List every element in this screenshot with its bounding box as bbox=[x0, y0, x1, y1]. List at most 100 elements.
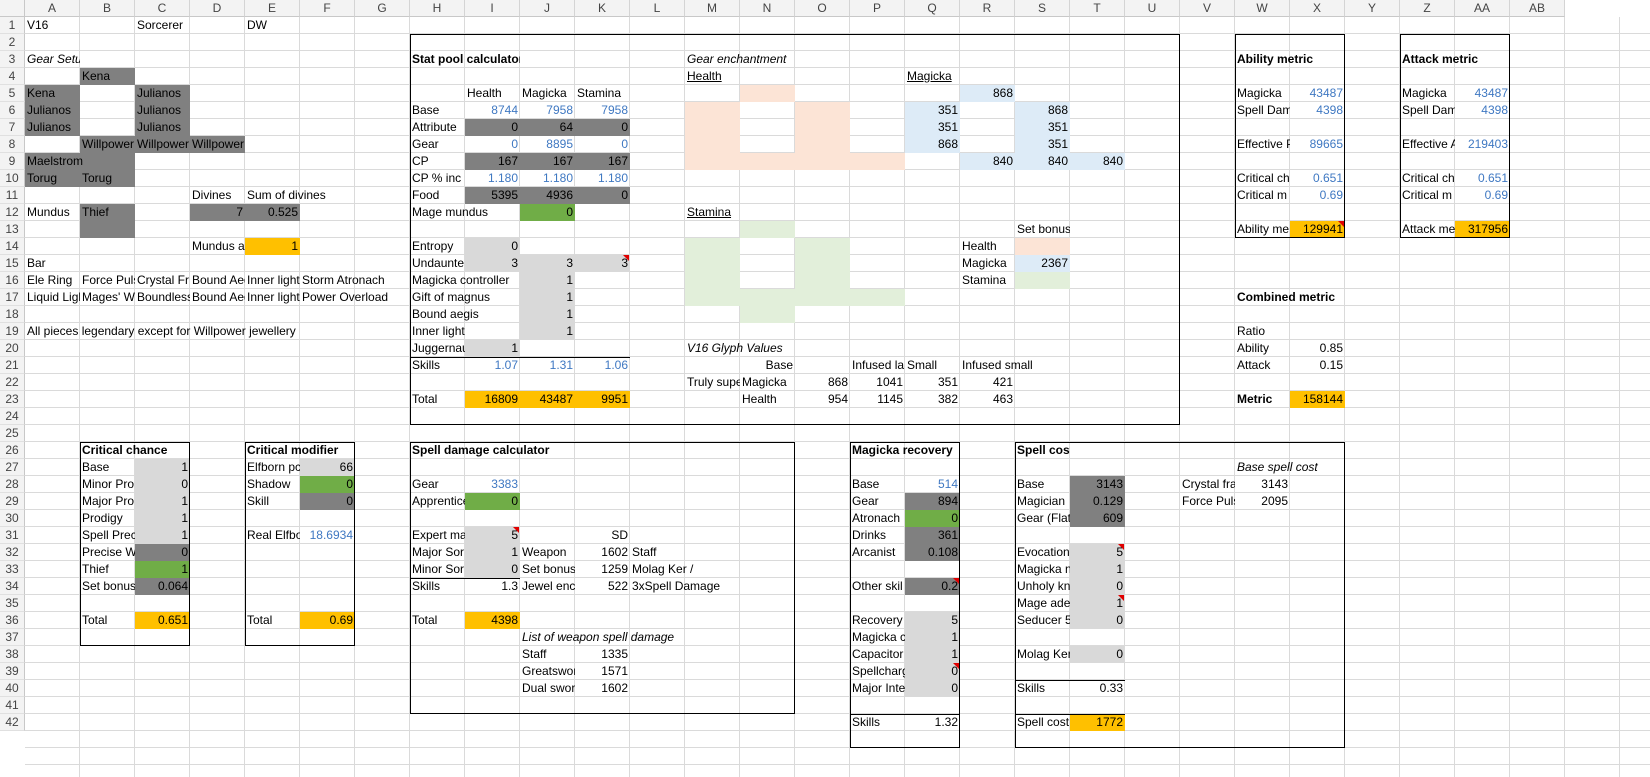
cell-c27[interactable]: 1 bbox=[181, 460, 188, 474]
cell-j12[interactable]: 0 bbox=[566, 205, 573, 219]
cell-b26[interactable]: Critical chance bbox=[82, 443, 168, 457]
cell-f17[interactable]: Power Overload bbox=[302, 290, 389, 304]
cell-l32[interactable]: Staff bbox=[632, 545, 657, 559]
cell-n21[interactable]: Base bbox=[765, 358, 793, 372]
cell-e16[interactable]: Inner light bbox=[247, 273, 300, 287]
row-header-26[interactable]: 26 bbox=[0, 442, 25, 459]
cell-c5[interactable]: Julianos bbox=[137, 86, 182, 100]
cell-p34[interactable]: Other skil bbox=[852, 579, 903, 593]
cell-s15[interactable]: 2367 bbox=[1041, 256, 1068, 270]
row-header-35[interactable]: 35 bbox=[0, 595, 25, 612]
column-header-b[interactable]: B bbox=[80, 0, 135, 17]
column-header-c[interactable]: C bbox=[135, 0, 190, 17]
cell-q22[interactable]: 351 bbox=[937, 375, 958, 389]
cell-a19[interactable]: All pieces legendary except for Willpowe… bbox=[27, 324, 296, 338]
cell-t34[interactable]: 0 bbox=[1116, 579, 1123, 593]
cell-a1[interactable]: V16 bbox=[27, 18, 49, 32]
cell-t42[interactable]: 1772 bbox=[1096, 715, 1123, 729]
cell-q36[interactable]: 5 bbox=[951, 613, 958, 627]
cell-f27[interactable]: 66 bbox=[339, 460, 353, 474]
column-header-e[interactable]: E bbox=[245, 0, 300, 17]
row-header-34[interactable]: 34 bbox=[0, 578, 25, 595]
cell-q23[interactable]: 382 bbox=[937, 392, 958, 406]
cell-z5[interactable]: Magicka bbox=[1402, 86, 1447, 100]
cell-q39[interactable]: 0 bbox=[951, 664, 958, 678]
cell-e17[interactable]: Inner light bbox=[247, 290, 300, 304]
cell-i9[interactable]: 167 bbox=[497, 154, 518, 168]
row-header-38[interactable]: 38 bbox=[0, 646, 25, 663]
cell-a17[interactable]: Liquid Ligh bbox=[27, 290, 80, 304]
cell-w21[interactable]: Attack bbox=[1237, 358, 1271, 372]
cell-t40[interactable]: 0.33 bbox=[1099, 681, 1123, 695]
cell-d14[interactable]: Mundus a bbox=[192, 239, 245, 253]
cell-d11[interactable]: Divines bbox=[192, 188, 232, 202]
cell-p21[interactable]: Infused la bbox=[852, 358, 905, 372]
cell-c32[interactable]: 0 bbox=[181, 545, 188, 559]
cell-e1[interactable]: DW bbox=[247, 18, 267, 32]
cell-e26[interactable]: Critical modifier bbox=[247, 443, 339, 457]
cell-c1[interactable]: Sorcerer bbox=[137, 18, 184, 32]
row-header-23[interactable]: 23 bbox=[0, 391, 25, 408]
cell-r14[interactable]: Health bbox=[962, 239, 997, 253]
cell-h23[interactable]: Total bbox=[412, 392, 438, 406]
cell-k33[interactable]: 1259 bbox=[601, 562, 628, 576]
cell-x8[interactable]: 89665 bbox=[1309, 137, 1343, 151]
cell-c33[interactable]: 1 bbox=[181, 562, 188, 576]
cell-a15[interactable]: Bar bbox=[27, 256, 46, 270]
cell-b12[interactable]: Thief bbox=[82, 205, 109, 219]
column-header-l[interactable]: L bbox=[630, 0, 685, 17]
cell-c29[interactable]: 1 bbox=[181, 494, 188, 508]
column-header-f[interactable]: F bbox=[300, 0, 355, 17]
cell-s40[interactable]: Skills bbox=[1017, 681, 1046, 695]
cell-c30[interactable]: 1 bbox=[181, 511, 188, 525]
cell-h33[interactable]: Minor Sor bbox=[412, 562, 465, 576]
cell-q21[interactable]: Small bbox=[907, 358, 938, 372]
cell-s29[interactable]: Magician bbox=[1017, 494, 1066, 508]
cell-h14[interactable]: Entropy bbox=[412, 239, 454, 253]
cell-h10[interactable]: CP % inc bbox=[412, 171, 462, 185]
cell-w13[interactable]: Ability me bbox=[1237, 222, 1290, 236]
cell-p32[interactable]: Arcanist bbox=[852, 545, 896, 559]
cell-k40[interactable]: 1602 bbox=[601, 681, 628, 695]
row-header-7[interactable]: 7 bbox=[0, 119, 25, 136]
column-header-x[interactable]: X bbox=[1290, 0, 1345, 17]
cell-e28[interactable]: Shadow bbox=[247, 477, 291, 491]
row-header-41[interactable]: 41 bbox=[0, 697, 25, 714]
row-header-15[interactable]: 15 bbox=[0, 255, 25, 272]
cell-e11[interactable]: Sum of divines bbox=[247, 188, 326, 202]
cell-j15[interactable]: 3 bbox=[566, 256, 573, 270]
cell-x21[interactable]: 0.15 bbox=[1319, 358, 1343, 372]
cell-w28[interactable]: 3143 bbox=[1261, 477, 1288, 491]
cell-b33[interactable]: Thief bbox=[82, 562, 109, 576]
cell-b30[interactable]: Prodigy bbox=[82, 511, 123, 525]
cell-w17[interactable]: Combined metric bbox=[1237, 290, 1336, 304]
cell-f28[interactable]: 0 bbox=[346, 477, 353, 491]
cell-p29[interactable]: Gear bbox=[852, 494, 879, 508]
cell-s32[interactable]: Evocation bbox=[1017, 545, 1070, 559]
cell-c8[interactable]: Willpower bbox=[137, 137, 190, 151]
column-header-y[interactable]: Y bbox=[1345, 0, 1400, 17]
cell-z13[interactable]: Attack met bbox=[1402, 222, 1455, 236]
cell-k38[interactable]: 1335 bbox=[601, 647, 628, 661]
cell-p38[interactable]: Capacitor bbox=[852, 647, 904, 661]
cell-h6[interactable]: Base bbox=[412, 103, 440, 117]
cell-h16[interactable]: Magicka controller bbox=[412, 273, 510, 287]
cell-j5[interactable]: Magicka bbox=[522, 86, 567, 100]
cell-n22[interactable]: Magicka bbox=[742, 375, 787, 389]
cell-h26[interactable]: Spell damage calculator bbox=[412, 443, 550, 457]
cell-e27[interactable]: Elfborn pc bbox=[247, 460, 300, 474]
cell-s36[interactable]: Seducer 5 bbox=[1017, 613, 1070, 627]
cell-p22[interactable]: 1041 bbox=[876, 375, 903, 389]
cell-e31[interactable]: Real Elfbo bbox=[247, 528, 300, 542]
cell-x13[interactable]: 129941 bbox=[1302, 222, 1343, 236]
cell-j40[interactable]: Dual swor bbox=[522, 681, 575, 695]
cell-s30[interactable]: Gear (Flat bbox=[1017, 511, 1070, 525]
cell-p30[interactable]: Atronach bbox=[852, 511, 901, 525]
cell-w11[interactable]: Critical m bbox=[1237, 188, 1287, 202]
cell-k5[interactable]: Stamina bbox=[577, 86, 622, 100]
comment-indicator-icon[interactable] bbox=[953, 578, 959, 584]
cell-r22[interactable]: 421 bbox=[992, 375, 1013, 389]
cell-c6[interactable]: Julianos bbox=[137, 103, 182, 117]
cell-aa13[interactable]: 317956 bbox=[1467, 222, 1508, 236]
cell-h9[interactable]: CP bbox=[412, 154, 429, 168]
